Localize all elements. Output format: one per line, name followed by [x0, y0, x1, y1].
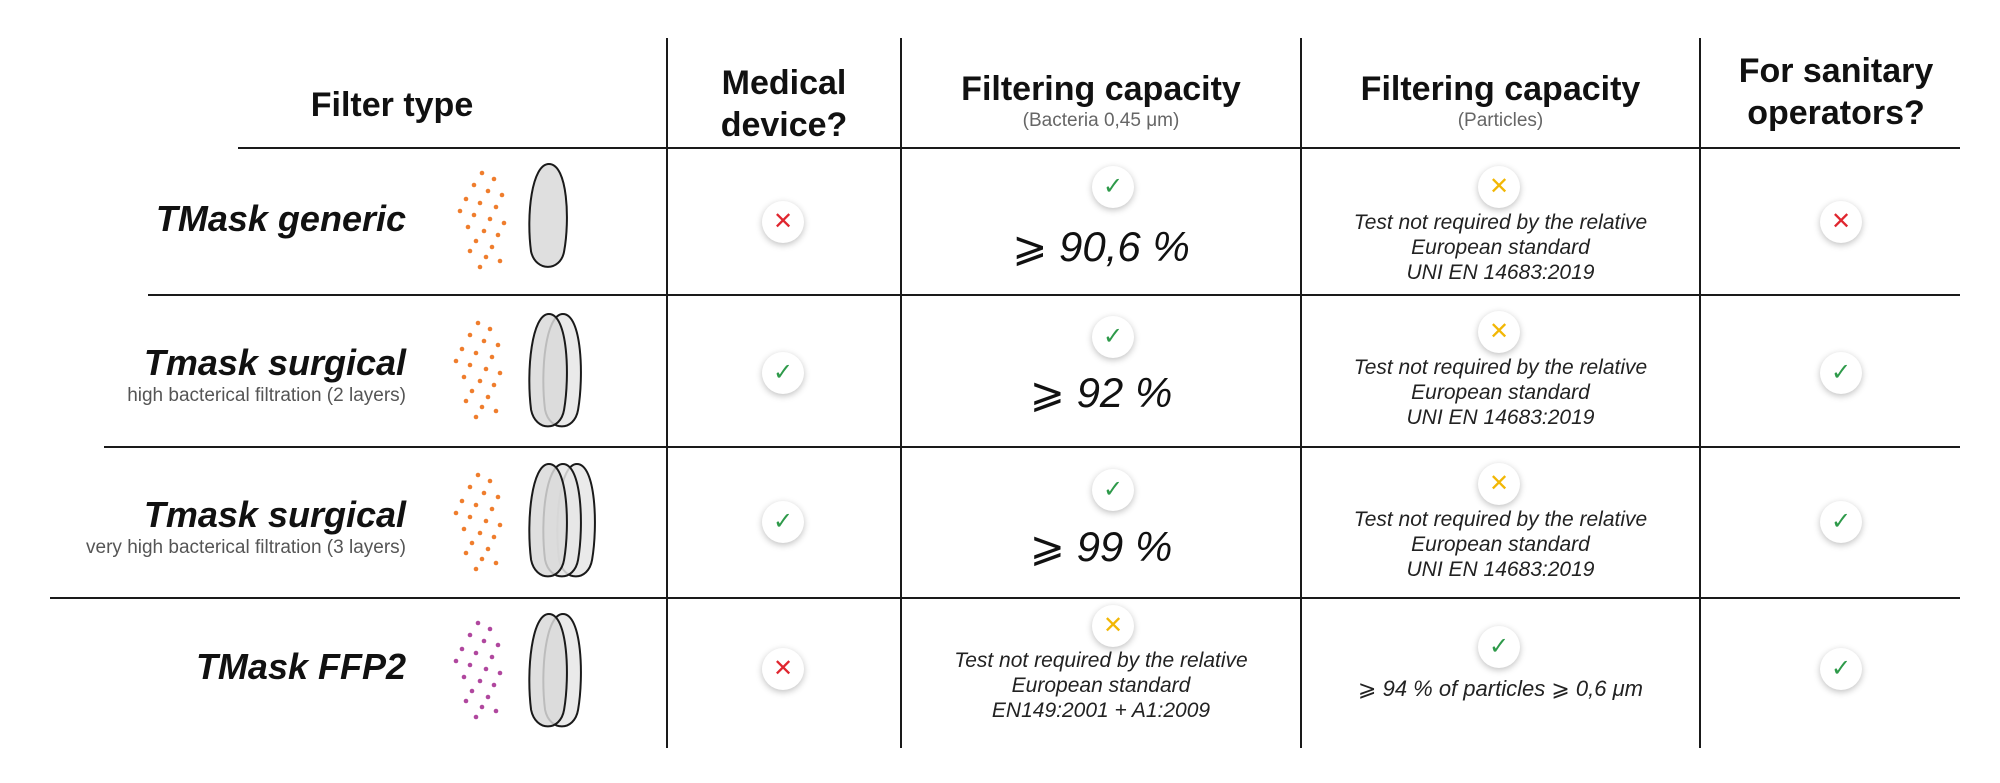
particles-value: ⩾ 94 % of particles ⩾ 0,6 μm: [1358, 676, 1643, 701]
sanitary-yes-icon: ✓: [1820, 501, 1862, 543]
medical-device-no-icon: ✕: [762, 201, 804, 243]
particles-note: Test not required by the relative Europe…: [1353, 508, 1648, 581]
row-name: TMask FFP2: [195, 646, 406, 687]
particle-dots-icon: [453, 620, 503, 720]
header-medical-device: Medical device?: [720, 64, 848, 144]
particles-check-icon: ✓: [1478, 626, 1520, 668]
row-subtitle: very high bacterical filtration (3 layer…: [86, 537, 406, 558]
mask-layers-icon: [528, 312, 582, 428]
column-divider-3: [1300, 38, 1302, 748]
particles-warning-icon: ✕: [1478, 166, 1520, 208]
mask-layers-icon: [528, 162, 568, 268]
medical-device-yes-icon: ✓: [762, 501, 804, 543]
column-divider-1: [666, 38, 668, 748]
header-filtering-particles: Filtering capacity (Particles): [1360, 70, 1641, 131]
row-divider-1: [148, 294, 1960, 296]
row-name: TMask generic: [155, 198, 406, 239]
particle-dots-icon: [453, 472, 503, 572]
column-divider-4: [1699, 38, 1701, 748]
row-name: Tmask surgical: [143, 342, 406, 383]
bacteria-note: Test not required by the relative Europe…: [954, 649, 1248, 722]
row-divider-3: [50, 597, 1960, 599]
sanitary-no-icon: ✕: [1820, 201, 1862, 243]
mask-layers-icon: [528, 462, 596, 578]
bacteria-value: ⩾ 92 %: [1029, 369, 1173, 416]
column-divider-2: [900, 38, 902, 748]
bacteria-check-icon: ✓: [1092, 469, 1134, 511]
medical-device-yes-icon: ✓: [762, 352, 804, 394]
sanitary-yes-icon: ✓: [1820, 352, 1862, 394]
bacteria-warning-icon: ✕: [1092, 605, 1134, 647]
row-divider-2: [104, 446, 1960, 448]
row-divider-header: [238, 147, 1960, 149]
mask-layers-icon: [528, 612, 582, 728]
bacteria-value: ⩾ 99 %: [1029, 523, 1173, 570]
particles-note: Test not required by the relative Europe…: [1353, 211, 1648, 284]
header-sanitary-operators: For sanitary operators?: [1738, 52, 1934, 132]
particles-warning-icon: ✕: [1478, 311, 1520, 353]
particle-dots-icon: [457, 170, 507, 270]
medical-device-no-icon: ✕: [762, 648, 804, 690]
bacteria-value: ⩾ 90,6 %: [1012, 223, 1190, 270]
header-filtering-bacteria: Filtering capacity (Bacteria 0,45 μm): [961, 70, 1241, 131]
row-name: Tmask surgical: [143, 494, 406, 535]
header-filter-type: Filter type: [310, 86, 474, 124]
bacteria-check-icon: ✓: [1092, 166, 1134, 208]
particles-note: Test not required by the relative Europe…: [1353, 356, 1648, 429]
particle-dots-icon: [453, 320, 503, 420]
bacteria-check-icon: ✓: [1092, 316, 1134, 358]
sanitary-yes-icon: ✓: [1820, 648, 1862, 690]
row-subtitle: high bacterical filtration (2 layers): [127, 385, 406, 406]
particles-warning-icon: ✕: [1478, 463, 1520, 505]
